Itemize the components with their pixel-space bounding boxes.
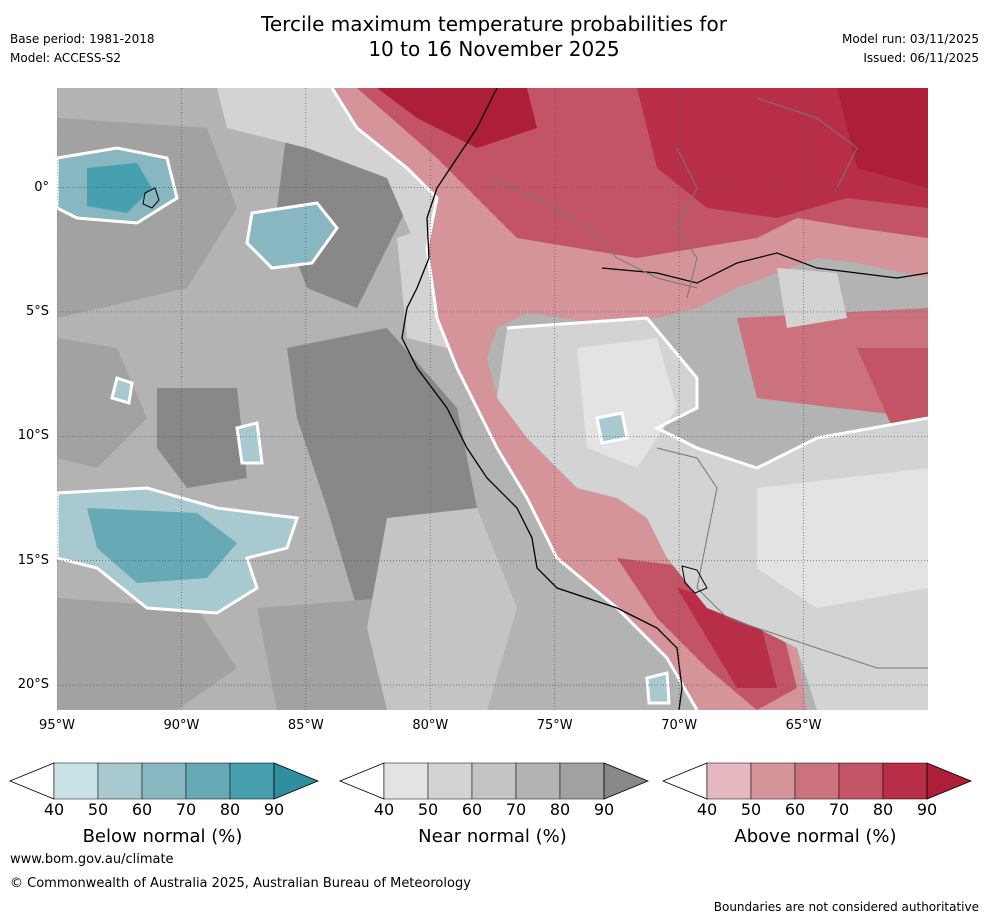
gridlines [57,88,928,710]
legend-near-label: Near normal (%) [418,826,567,847]
lat-label: 20°S [17,677,49,693]
model-name: Model: ACCESS-S2 [10,51,122,65]
legend-bars [8,762,973,800]
colorbar-low-extension [338,762,385,800]
colorbar-segment [838,762,884,800]
lat-label: 5°S [25,303,49,319]
colorbar-low-extension [661,762,708,800]
near-normal-zone [57,338,147,468]
near-normal-interior-light [757,468,928,608]
colorbar-segment [515,762,561,800]
colorbar-tick-label: 80 [872,800,894,819]
colorbar-high-extension [926,762,973,800]
colorbar-tick-label: 80 [549,800,571,819]
issued-date: Issued: 06/11/2025 [863,51,979,65]
footer-url[interactable]: www.bom.gov.au/climate [10,852,174,867]
colorbar-tick-label: 70 [828,800,850,819]
below-normal-patch [235,421,264,465]
colorbar-tick-label: 90 [916,800,938,819]
colorbar-tick-label: 40 [696,800,718,819]
country-border [656,447,928,669]
colorbar-tick-label: 60 [784,800,806,819]
colorbar-tick-label: 40 [373,800,395,819]
galapagos-island [142,187,160,209]
colorbar-segment [882,762,928,800]
colorbar-segment [185,762,231,800]
country-border [756,97,858,189]
river-line [601,252,928,284]
colorbar-tick-label: 70 [505,800,527,819]
near-normal-patch [777,268,847,328]
colorbar-tick-label: 90 [263,800,285,819]
colorbar-tick-label: 40 [43,800,65,819]
near-normal-zone-light [367,508,517,710]
lat-label: 0° [34,179,49,195]
above-normal-region-strong [857,348,928,438]
colorbar-segment [97,762,143,800]
colorbar-segment [794,762,840,800]
colorbar-tick-label: 90 [593,800,615,819]
colorbar-near-normal [338,762,650,800]
below-normal-core [87,163,152,213]
near-normal-zone [57,598,237,710]
lake-titicaca [681,565,708,594]
colorbar-segment [53,762,99,800]
lon-label: 85°W [287,718,324,733]
colorbar-tick-label: 50 [87,800,109,819]
colorbar-segment [141,762,187,800]
legend-above-label: Above normal (%) [734,826,897,847]
footer-disclaimer: Boundaries are not considered authoritat… [713,900,979,914]
colorbar-tick-label: 70 [175,800,197,819]
base-period: Base period: 1981-2018 [10,32,155,46]
country-border [486,177,698,289]
contour-line [506,316,928,470]
colorbar-tick-label: 50 [740,800,762,819]
colorbar-above-normal [661,762,973,800]
colorbar-segment [383,762,429,800]
lon-label: 75°W [536,718,573,733]
contour-line [330,88,699,710]
colorbar-segment [750,762,796,800]
colorbar-tick-label: 80 [219,800,241,819]
footer-copyright: © Commonwealth of Australia 2025, Austra… [10,876,471,891]
near-normal-zone-dark [157,388,247,488]
below-normal-patch [110,376,134,405]
colorbar-low-extension [8,762,55,800]
country-border [676,147,698,299]
legend-below-label: Below normal (%) [82,826,243,847]
above-normal-core [377,88,537,148]
colorbar-segment [229,762,275,800]
probability-map [57,88,928,710]
above-normal-region [332,88,928,710]
colorbar-high-extension [273,762,320,800]
colorbar-tick-label: 50 [417,800,439,819]
below-normal-patch [245,201,339,270]
colorbar-segment [427,762,473,800]
model-run: Model run: 03/11/2025 [841,32,979,46]
lon-label: 95°W [39,718,75,733]
lon-label: 90°W [163,718,200,733]
below-normal-patch [645,671,671,705]
colorbar-tick-label: 60 [131,800,153,819]
above-normal-core [837,88,928,188]
colorbar-below-normal [8,762,320,800]
lat-label: 10°S [17,428,49,444]
lon-label: 65°W [785,718,822,733]
map-title: Tercile maximum temperature probabilitie… [0,12,988,62]
below-normal-core [87,508,237,583]
title-line-1: Tercile maximum temperature probabilitie… [261,12,727,36]
colorbar-high-extension [603,762,650,800]
colorbar-tick-label: 60 [461,800,483,819]
lat-label: 15°S [17,552,49,568]
lon-label: 70°W [661,718,698,733]
colorbar-segment [559,762,605,800]
title-line-2: 10 to 16 November 2025 [368,37,620,61]
colorbar-segment [471,762,517,800]
lon-label: 80°W [412,718,449,733]
below-normal-patch [595,411,629,445]
colorbar-segment [706,762,752,800]
